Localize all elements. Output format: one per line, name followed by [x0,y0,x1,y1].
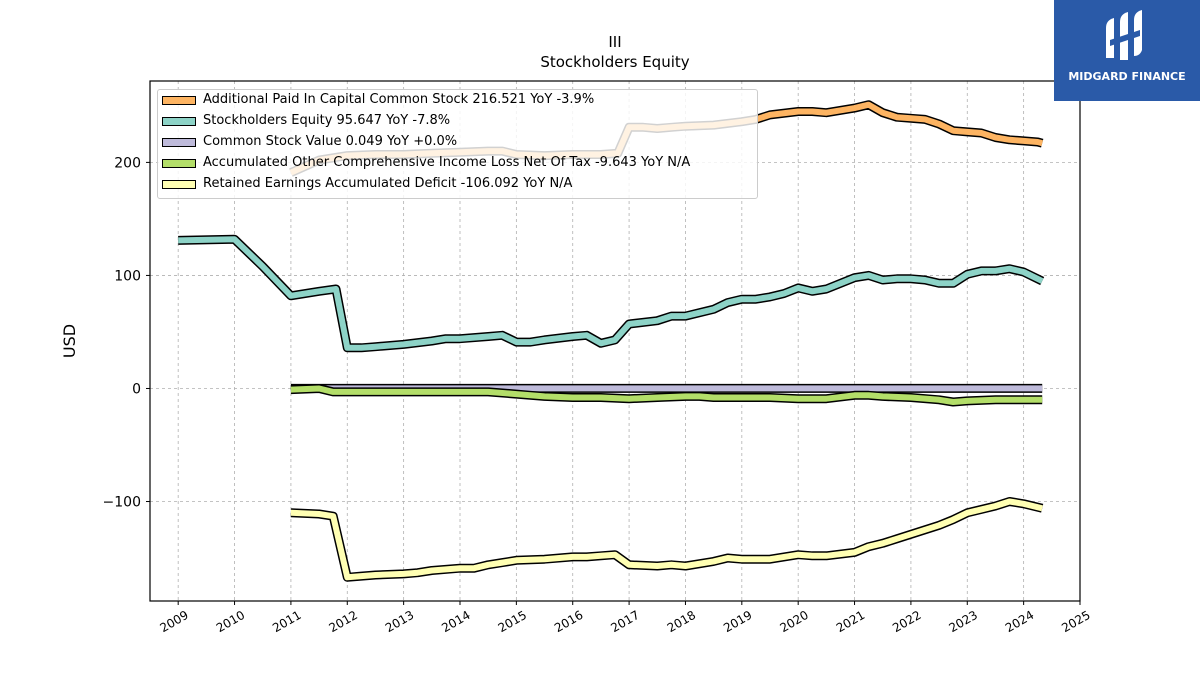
x-tick-label: 2010 [214,608,247,635]
logo-mark-icon [1106,10,1142,60]
x-tick-label: 2025 [1059,608,1092,635]
x-tick-label: 2013 [383,608,416,635]
series-line-3 [290,384,1043,407]
x-tick-label: 2024 [1003,608,1036,635]
y-axis-label: USD [60,324,79,358]
legend-label: Stockholders Equity 95.647 YoY -7.8% [203,113,451,128]
series-core [178,236,1044,351]
series-line-1 [178,234,1045,353]
x-tick-label: 2018 [665,608,698,635]
x-tick-label: 2015 [496,608,529,635]
x-tick-label: 2017 [608,608,641,635]
plot-frame [149,80,1081,602]
y-tick-label: −100 [103,495,141,511]
legend-swatch [162,180,196,189]
series-line-4 [290,497,1044,582]
legend-label: Retained Earnings Accumulated Deficit -1… [203,176,573,191]
legend-item: Additional Paid In Capital Common Stock … [158,91,757,111]
x-tick-label: 2022 [890,608,923,635]
chart-subtitle: Stockholders Equity [540,53,689,71]
legend-item: Retained Earnings Accumulated Deficit -1… [158,175,757,195]
x-tick-label: 2021 [834,608,867,635]
legend-swatch [162,96,196,105]
x-tick-label: 2011 [270,608,303,635]
x-tick-label: 2016 [552,608,585,635]
legend-swatch [162,117,196,126]
legend-item: Common Stock Value 0.049 YoY +0.0% [158,133,757,153]
chart-title: III [608,33,621,51]
legend-swatch [162,159,196,168]
x-tick-label: 2012 [327,608,360,635]
x-tick-label: 2020 [777,608,810,635]
series-core [290,498,1043,581]
brand-logo: MIDGARD FINANCE [1054,0,1200,101]
x-tick-label: 2014 [439,608,472,635]
legend-item: Stockholders Equity 95.647 YoY -7.8% [158,112,757,132]
brand-name: MIDGARD FINANCE [1068,70,1186,83]
legend-label: Additional Paid In Capital Common Stock … [203,92,595,107]
legend-item: Accumulated Other Comprehensive Income L… [158,154,757,174]
chart-legend: Additional Paid In Capital Common Stock … [157,89,758,199]
y-tick-label: 200 [114,155,141,171]
legend-label: Accumulated Other Comprehensive Income L… [203,155,691,170]
y-tick-label: 100 [114,268,141,284]
x-tick-label: 2023 [947,608,980,635]
y-tick-label: 0 [132,381,141,397]
x-tick-label: 2019 [721,608,754,635]
legend-label: Common Stock Value 0.049 YoY +0.0% [203,134,458,149]
series-core [290,385,1043,405]
x-tick-label: 2009 [157,608,190,635]
legend-swatch [162,138,196,147]
